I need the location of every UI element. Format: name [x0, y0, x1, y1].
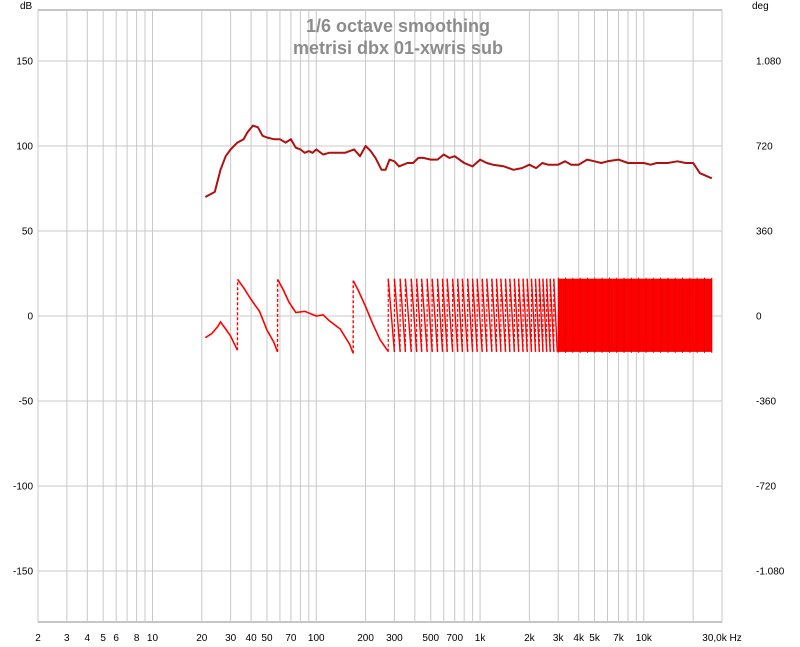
y2-tick-label: 1.080 [756, 57, 781, 68]
magnitude-line [204, 124, 713, 198]
series-layer [204, 124, 713, 354]
x-tick-label: 4k [573, 633, 585, 644]
phase-line [276, 279, 354, 354]
phase-line [399, 278, 407, 352]
y-tick-label: -100 [13, 482, 33, 493]
phase-line [495, 278, 502, 352]
x-tick-label: 3 [64, 633, 70, 644]
phase-line [500, 278, 507, 352]
x-tick-label: 50 [261, 633, 273, 644]
phase-line [530, 278, 537, 352]
phase-line [476, 278, 483, 352]
phase-line [522, 278, 528, 352]
y-tick-label: -50 [19, 397, 34, 408]
phase-dense-band [558, 278, 712, 352]
x-tick-label: 7k [613, 633, 625, 644]
y2-tick-label: -1.080 [756, 567, 785, 578]
x-tick-label: 100 [308, 633, 325, 644]
y2-tick-label: -360 [756, 397, 776, 408]
phase-line [387, 278, 396, 352]
phase-line [352, 280, 389, 352]
x-tick-label: 1k [475, 633, 487, 644]
phase-line [404, 278, 412, 352]
left-axis-unit: dB [20, 1, 33, 12]
phase-line [486, 278, 493, 352]
phase-line [538, 278, 544, 352]
x-tick-label: 40 [246, 633, 258, 644]
chart-title: 1/6 octave smoothing [306, 16, 490, 36]
phase-line [466, 278, 474, 352]
x-tick-label: 3k [553, 633, 565, 644]
right-axis-unit: deg [752, 1, 769, 12]
chart-subtitle: metrisi dbx 01-xwris sub [293, 38, 503, 58]
y-tick-label: -150 [13, 567, 33, 578]
phase-line [481, 278, 488, 352]
x-tick-label: 8 [134, 633, 140, 644]
x-tick-label: 30,0k Hz [702, 633, 741, 644]
phase-line [456, 278, 464, 352]
x-tick-label: 4 [85, 633, 91, 644]
phase-line [553, 278, 558, 352]
y2-tick-label: 720 [756, 142, 773, 153]
phase-line [542, 278, 548, 352]
y-tick-label: 100 [16, 142, 33, 153]
phase-line [410, 278, 418, 352]
axes: 2 3 4 5 6 8 10 20 30 40 50 70 100 200 300 500 700 1k 2k 3k 4… [13, 57, 785, 645]
x-tick-label: 500 [422, 633, 439, 644]
x-tick-label: 300 [386, 633, 403, 644]
y2-tick-label: 360 [756, 227, 773, 238]
phase-line [446, 278, 454, 352]
phase-line [471, 278, 478, 352]
y2-tick-label: 0 [756, 312, 762, 323]
phase-line [461, 278, 469, 352]
y-tick-label: 50 [22, 227, 34, 238]
x-tick-label: 700 [446, 633, 463, 644]
phase-line [451, 278, 459, 352]
phase-line [204, 320, 239, 351]
phase-line [236, 278, 279, 353]
x-tick-label: 2k [524, 633, 536, 644]
x-tick-label: 2 [35, 633, 41, 644]
phase-line [436, 278, 444, 352]
phase-line [534, 278, 541, 352]
y2-tick-label: -720 [756, 482, 776, 493]
x-tick-label: 30 [225, 633, 237, 644]
x-tick-label: 20 [196, 633, 208, 644]
phase-line [426, 278, 433, 352]
y-tick-label: 0 [27, 312, 33, 323]
x-tick-label: 5k [589, 633, 601, 644]
phase-line [415, 278, 423, 352]
phase-line [420, 278, 428, 352]
phase-line [509, 278, 516, 352]
x-tick-label: 200 [357, 633, 374, 644]
phase-line [393, 278, 401, 352]
x-tick-label: 10k [636, 633, 653, 644]
x-tick-label: 70 [285, 633, 297, 644]
phase-line [513, 278, 520, 352]
phase-line [441, 278, 448, 352]
x-tick-label: 5 [100, 633, 106, 644]
x-tick-label: 6 [113, 633, 119, 644]
phase-line [526, 278, 533, 352]
phase-line [517, 278, 524, 352]
phase-line [504, 278, 511, 352]
phase-line [491, 278, 498, 352]
phase-line [431, 278, 439, 352]
x-tick-label: 10 [147, 633, 159, 644]
phase-line [549, 278, 555, 352]
y-tick-label: 150 [16, 57, 33, 68]
